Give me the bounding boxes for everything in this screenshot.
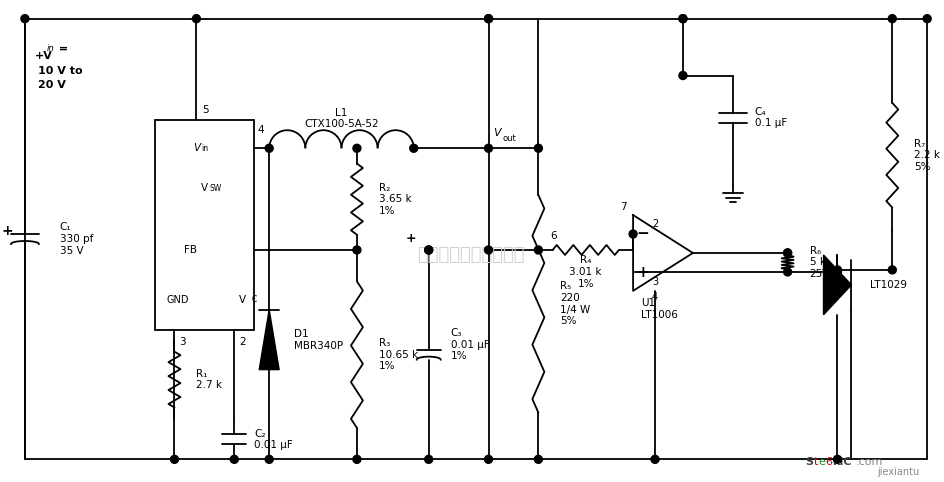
Text: 3: 3 xyxy=(652,277,658,287)
Circle shape xyxy=(679,14,687,23)
Text: R₂
3.65 k
1%: R₂ 3.65 k 1% xyxy=(379,183,412,216)
Text: R₄
3.01 k
1%: R₄ 3.01 k 1% xyxy=(569,255,602,289)
Circle shape xyxy=(230,455,238,463)
Circle shape xyxy=(425,455,432,463)
Circle shape xyxy=(651,455,659,463)
Circle shape xyxy=(834,268,841,276)
Text: GND: GND xyxy=(166,295,189,305)
Circle shape xyxy=(265,455,273,463)
Text: 6: 6 xyxy=(550,231,557,241)
Text: in: in xyxy=(201,144,209,153)
Text: 20 V: 20 V xyxy=(38,80,66,91)
Circle shape xyxy=(484,14,493,23)
Text: V: V xyxy=(494,128,501,138)
Text: 7: 7 xyxy=(620,202,627,212)
Text: C₂
0.01 μF: C₂ 0.01 μF xyxy=(254,428,293,450)
Text: R₅
220
1/4 W
5%: R₅ 220 1/4 W 5% xyxy=(561,281,591,326)
Circle shape xyxy=(484,144,493,152)
Circle shape xyxy=(484,14,493,23)
Circle shape xyxy=(534,455,543,463)
Text: C₃
0.01 μF
1%: C₃ 0.01 μF 1% xyxy=(450,328,489,362)
Circle shape xyxy=(784,249,792,257)
Circle shape xyxy=(534,246,543,254)
Text: 10 V to: 10 V to xyxy=(38,66,82,76)
Text: V: V xyxy=(201,183,208,193)
Text: R₇
2.2 k
5%: R₇ 2.2 k 5% xyxy=(914,139,940,172)
Circle shape xyxy=(923,14,931,23)
Circle shape xyxy=(425,246,432,254)
Text: jiexiantu: jiexiantu xyxy=(877,467,919,477)
Circle shape xyxy=(629,230,637,238)
Circle shape xyxy=(679,71,687,80)
Text: 2: 2 xyxy=(652,219,658,229)
Text: +: + xyxy=(1,224,13,238)
Text: 杭州将睿科技有限公司: 杭州将睿科技有限公司 xyxy=(417,246,524,264)
Circle shape xyxy=(484,455,493,463)
Text: D1
MBR340P: D1 MBR340P xyxy=(295,329,344,350)
Circle shape xyxy=(679,14,687,23)
Circle shape xyxy=(784,268,792,276)
Text: LT1029: LT1029 xyxy=(870,280,907,290)
Circle shape xyxy=(353,455,361,463)
Circle shape xyxy=(425,246,432,254)
Text: +V: +V xyxy=(35,51,53,61)
Circle shape xyxy=(834,266,841,274)
Circle shape xyxy=(193,14,200,23)
Text: t: t xyxy=(814,457,818,468)
Text: 5: 5 xyxy=(202,106,209,115)
Polygon shape xyxy=(260,310,279,370)
Circle shape xyxy=(834,455,841,463)
Text: kIC: kIC xyxy=(833,457,852,468)
Circle shape xyxy=(353,246,361,254)
Text: C₁
330 pf
35 V: C₁ 330 pf 35 V xyxy=(59,222,93,255)
Text: +: + xyxy=(636,266,649,281)
Circle shape xyxy=(484,246,493,254)
Text: e: e xyxy=(818,457,825,468)
Text: 4: 4 xyxy=(652,292,658,302)
Text: 4: 4 xyxy=(257,125,263,135)
Text: R₆
5 k
25T: R₆ 5 k 25T xyxy=(810,246,829,279)
Text: −: − xyxy=(636,226,649,241)
Text: V: V xyxy=(239,295,246,305)
Text: SW: SW xyxy=(210,184,222,193)
Text: 2: 2 xyxy=(239,337,245,347)
Circle shape xyxy=(21,14,29,23)
Text: R₃
10.65 k
1%: R₃ 10.65 k 1% xyxy=(379,338,418,371)
Text: in: in xyxy=(47,44,55,53)
Text: +: + xyxy=(405,231,416,244)
Text: L1
CTX100-5A-52: L1 CTX100-5A-52 xyxy=(304,107,379,129)
Text: 3: 3 xyxy=(179,337,186,347)
Text: S: S xyxy=(805,457,814,468)
Text: U1
LT1006: U1 LT1006 xyxy=(641,298,678,320)
Circle shape xyxy=(353,144,361,152)
Text: V: V xyxy=(193,143,200,153)
Text: out: out xyxy=(502,134,516,143)
Text: C₄
0.1 μF: C₄ 0.1 μF xyxy=(754,107,787,128)
Bar xyxy=(155,120,254,330)
Circle shape xyxy=(784,249,792,257)
Circle shape xyxy=(888,266,896,274)
Text: FB: FB xyxy=(184,245,197,255)
Circle shape xyxy=(265,144,273,152)
Text: =: = xyxy=(55,43,68,54)
Text: R₁
2.7 k: R₁ 2.7 k xyxy=(196,369,223,390)
Circle shape xyxy=(888,14,896,23)
Circle shape xyxy=(171,455,178,463)
Text: .com: .com xyxy=(855,457,883,468)
Polygon shape xyxy=(823,255,851,315)
Circle shape xyxy=(534,144,543,152)
Text: 6: 6 xyxy=(825,457,833,468)
Circle shape xyxy=(410,144,418,152)
Text: C: C xyxy=(251,295,257,304)
